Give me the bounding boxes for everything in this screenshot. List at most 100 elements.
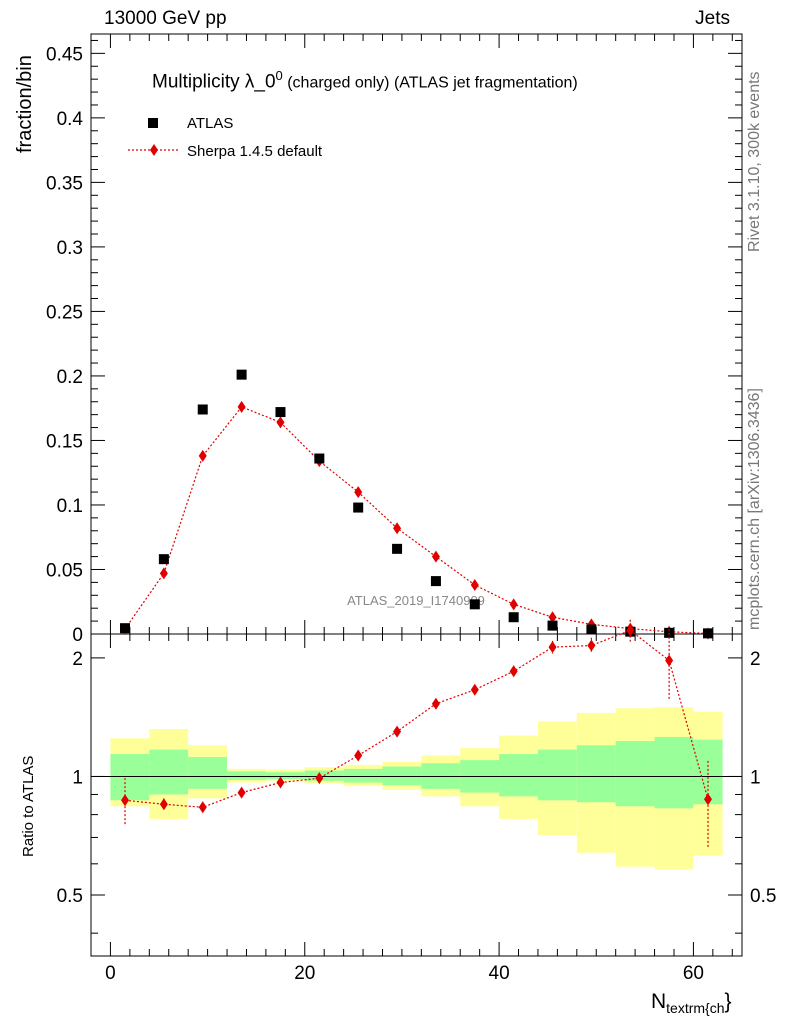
sherpa-line: [124, 406, 709, 635]
ratio-plot-frame: [90, 633, 743, 957]
y-tick-label: 0.25: [46, 302, 83, 323]
sherpa-point: [237, 400, 246, 413]
y-tick-label: 0.45: [46, 44, 83, 65]
plot-title: Multiplicity λ_00 (charged only) (ATLAS …: [152, 68, 578, 93]
band-inner-bin: [654, 736, 694, 809]
sherpa-ratio-point: [393, 725, 402, 738]
ratio-uncertainty-bands: [110, 707, 723, 870]
legend-atlas-marker: [148, 118, 158, 128]
atlas-point: [547, 620, 558, 631]
legend-sherpa-label: Sherpa 1.4.5 default: [187, 143, 323, 160]
ratio-y-tick-label: 2: [72, 649, 83, 670]
x-axis-label-subscript: textrm{ch: [666, 1000, 725, 1017]
sherpa-ratio-point: [159, 798, 168, 811]
atlas-point: [275, 407, 286, 418]
y-tick-label: 0.05: [46, 560, 83, 581]
band-inner-bin: [188, 757, 228, 789]
sherpa-point: [276, 416, 285, 429]
band-inner-bin: [149, 749, 189, 795]
y-tick-label: 0.4: [57, 109, 84, 130]
x-tick-label: 60: [683, 963, 704, 984]
sherpa-ratio-point: [276, 776, 285, 789]
band-inner-bin: [576, 745, 616, 803]
sherpa-ratio-point: [121, 794, 130, 807]
x-axis-label: Ntextrm{ch}: [651, 990, 732, 1016]
band-inner-bin: [537, 749, 577, 801]
plot-title-main: Multiplicity λ_0: [152, 71, 276, 93]
sherpa-ratio-point: [703, 793, 712, 806]
sherpa-ratio-point: [548, 641, 557, 654]
sherpa-point: [548, 611, 557, 624]
ratio-y-tick-label-right: 1: [750, 767, 761, 788]
y-tick-label: 0.15: [46, 431, 83, 452]
legend-atlas-label: ATLAS: [187, 115, 233, 132]
atlas-point: [392, 543, 403, 554]
atlas-point: [430, 576, 441, 587]
sherpa-ratio-point: [509, 665, 518, 678]
atlas-point: [586, 624, 597, 635]
sherpa-point: [393, 522, 402, 535]
sherpa-point: [431, 550, 440, 563]
sherpa-point: [470, 578, 479, 591]
sherpa-ratio-point: [354, 749, 363, 762]
sherpa-ratio-point: [665, 654, 674, 667]
band-inner-bin: [382, 766, 422, 786]
sherpa-point: [354, 486, 363, 499]
axis-ticks: [90, 34, 742, 956]
ratio-series: [121, 619, 712, 849]
legend: ATLAS Sherpa 1.4.5 default: [128, 115, 323, 160]
atlas-point: [314, 453, 325, 464]
band-inner-bin: [227, 771, 266, 780]
band-inner-bin: [110, 754, 150, 801]
axis-tick-labels: 0 20 40 6000.050.10.150.20.250.30.350.40.45…: [46, 44, 776, 984]
x-tick-label: 40: [489, 963, 510, 984]
band-inner-bin: [343, 768, 383, 783]
sherpa-ratio-point: [431, 697, 440, 710]
sherpa-point: [198, 449, 207, 462]
sherpa-ratio-point: [626, 624, 635, 637]
atlas-point: [353, 502, 364, 513]
atlas-point: [508, 612, 519, 623]
atlas-point: [197, 404, 208, 415]
sherpa-point: [509, 598, 518, 611]
x-axis-label-main: N: [651, 990, 667, 1013]
y-tick-label: 0.2: [57, 367, 83, 388]
band-inner-bin: [265, 772, 305, 780]
sherpa-ratio-point: [237, 786, 246, 799]
sherpa-ratio-point: [198, 801, 207, 814]
y-tick-label: 0.35: [46, 173, 83, 194]
header-left: 13000 GeV pp: [104, 8, 227, 29]
ratio-y-tick-label-right: 0.5: [750, 886, 776, 907]
y-axis-label: fraction/bin: [14, 55, 36, 153]
sherpa-point: [159, 567, 168, 580]
header-right: Jets: [695, 8, 730, 29]
atlas-point: [236, 369, 247, 380]
y-tick-label: 0.3: [57, 238, 83, 259]
atlas-point: [469, 599, 480, 610]
ratio-y-tick-label-right: 2: [750, 649, 761, 670]
sherpa-ratio-line: [124, 629, 709, 808]
main-series: [120, 369, 713, 640]
mcplots-label: mcplots.cern.ch [arXiv:1306.3436]: [746, 388, 763, 630]
atlas-point: [158, 554, 169, 565]
atlas-point: [702, 628, 713, 639]
atlas-point: [120, 623, 131, 634]
x-axis-label-end: }: [724, 990, 732, 1013]
ratio-y-axis-label: Ratio to ATLAS: [20, 755, 37, 857]
analysis-watermark: ATLAS_2019_I1740909: [347, 593, 485, 608]
x-tick-label: 0: [105, 963, 116, 984]
y-tick-label: 0: [72, 625, 83, 646]
band-inner-bin: [615, 741, 655, 807]
legend-sherpa-marker: [150, 144, 158, 156]
sherpa-ratio-point: [315, 772, 324, 785]
x-tick-label: 20: [294, 963, 315, 984]
ratio-y-tick-label: 1: [72, 767, 83, 788]
sherpa-ratio-point: [587, 639, 596, 652]
y-tick-label: 0.1: [57, 496, 83, 517]
atlas-point: [664, 627, 675, 638]
sherpa-ratio-point: [470, 683, 479, 696]
ratio-y-tick-label: 0.5: [57, 886, 83, 907]
rivet-version-label: Rivet 3.1.10, 300k events: [746, 71, 763, 252]
plot-title-superscript: 0: [275, 68, 283, 83]
